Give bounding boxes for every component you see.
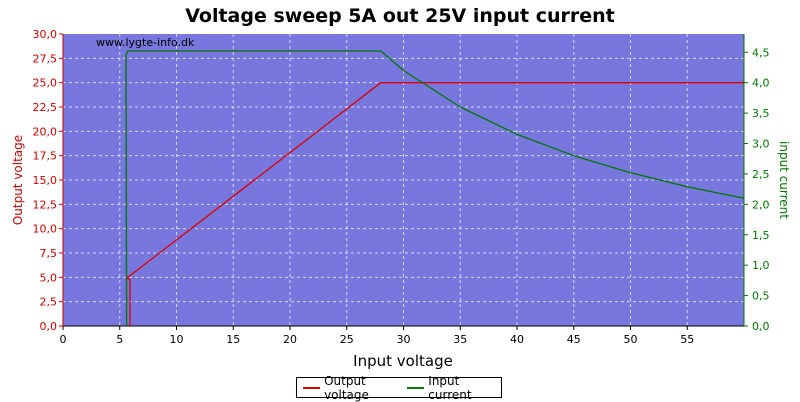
y-tick-label: 22,5 xyxy=(33,101,58,114)
y-tick-label: 5,0 xyxy=(40,271,58,284)
chart-legend: Output voltage Input current xyxy=(296,374,502,402)
y-tick-label: 27,5 xyxy=(33,52,58,65)
left-y-axis-title: Output voltage xyxy=(11,135,25,225)
x-tick-label: 45 xyxy=(567,333,581,346)
x-tick-label: 40 xyxy=(510,333,524,346)
y-tick-label: 12,5 xyxy=(33,198,58,211)
x-tick-label: 5 xyxy=(116,333,123,346)
y2-tick-label: 1,5 xyxy=(752,229,770,242)
legend-item-input-current: Input current xyxy=(407,374,495,402)
y2-tick-label: 2,0 xyxy=(752,198,770,211)
x-tick-label: 25 xyxy=(340,333,354,346)
y2-tick-label: 4,5 xyxy=(752,46,770,59)
y2-tick-label: 3,5 xyxy=(752,107,770,120)
y-tick-label: 25,0 xyxy=(33,77,58,90)
y-tick-label: 2,5 xyxy=(40,296,58,309)
y2-tick-label: 4,0 xyxy=(752,77,770,90)
right-y-axis-ticks: 0,0 0,5 1,0 1,5 2,0 2,5 3,0 3,5 4,0 4,5 xyxy=(743,34,770,333)
legend-label-output-voltage: Output voltage xyxy=(324,373,369,402)
input-current-line xyxy=(125,50,745,327)
y-tick-label: 30,0 xyxy=(33,28,58,41)
x-tick-label: 20 xyxy=(283,333,297,346)
y-tick-label: 7,5 xyxy=(40,247,58,260)
x-axis-title: Input voltage xyxy=(353,352,453,370)
y-tick-label: 15,0 xyxy=(33,174,58,187)
x-tick-label: 50 xyxy=(624,333,638,346)
y2-tick-label: 2,5 xyxy=(752,168,770,181)
legend-item-output-voltage: Output voltage xyxy=(303,374,401,402)
x-tick-label: 15 xyxy=(226,333,240,346)
x-tick-label: 55 xyxy=(680,333,694,346)
y-tick-label: 10,0 xyxy=(33,223,58,236)
x-tick-label: 10 xyxy=(170,333,184,346)
watermark-text: www.lygte-info.dk xyxy=(96,36,195,49)
legend-swatch-green-line-icon xyxy=(407,386,425,389)
left-y-axis-ticks: 0,0 2,5 5,0 7,5 10,0 12,5 15,0 17,5 20,0 22,5 25,0… xyxy=(33,28,64,333)
x-axis-ticks: 0 5 10 15 20 25 30 35 40 45 50 55 xyxy=(60,325,744,346)
y-tick-label: 20,0 xyxy=(33,125,58,138)
x-tick-label: 0 xyxy=(60,333,67,346)
y-tick-label: 0,0 xyxy=(40,320,58,333)
y-tick-label: 17,5 xyxy=(33,150,58,163)
y2-tick-label: 0,5 xyxy=(752,290,770,303)
legend-swatch-red-line-icon xyxy=(303,386,321,389)
y2-tick-label: 3,0 xyxy=(752,138,770,151)
x-tick-label: 30 xyxy=(397,333,411,346)
right-y-axis-title: input current xyxy=(777,141,791,219)
legend-label-input-current: Input current xyxy=(428,373,472,402)
y2-tick-label: 1,0 xyxy=(752,259,770,272)
chart-title: Voltage sweep 5A out 25V input current xyxy=(185,5,615,27)
x-tick-label: 35 xyxy=(453,333,467,346)
series-lines xyxy=(125,50,745,327)
y2-tick-label: 0,0 xyxy=(752,320,770,333)
